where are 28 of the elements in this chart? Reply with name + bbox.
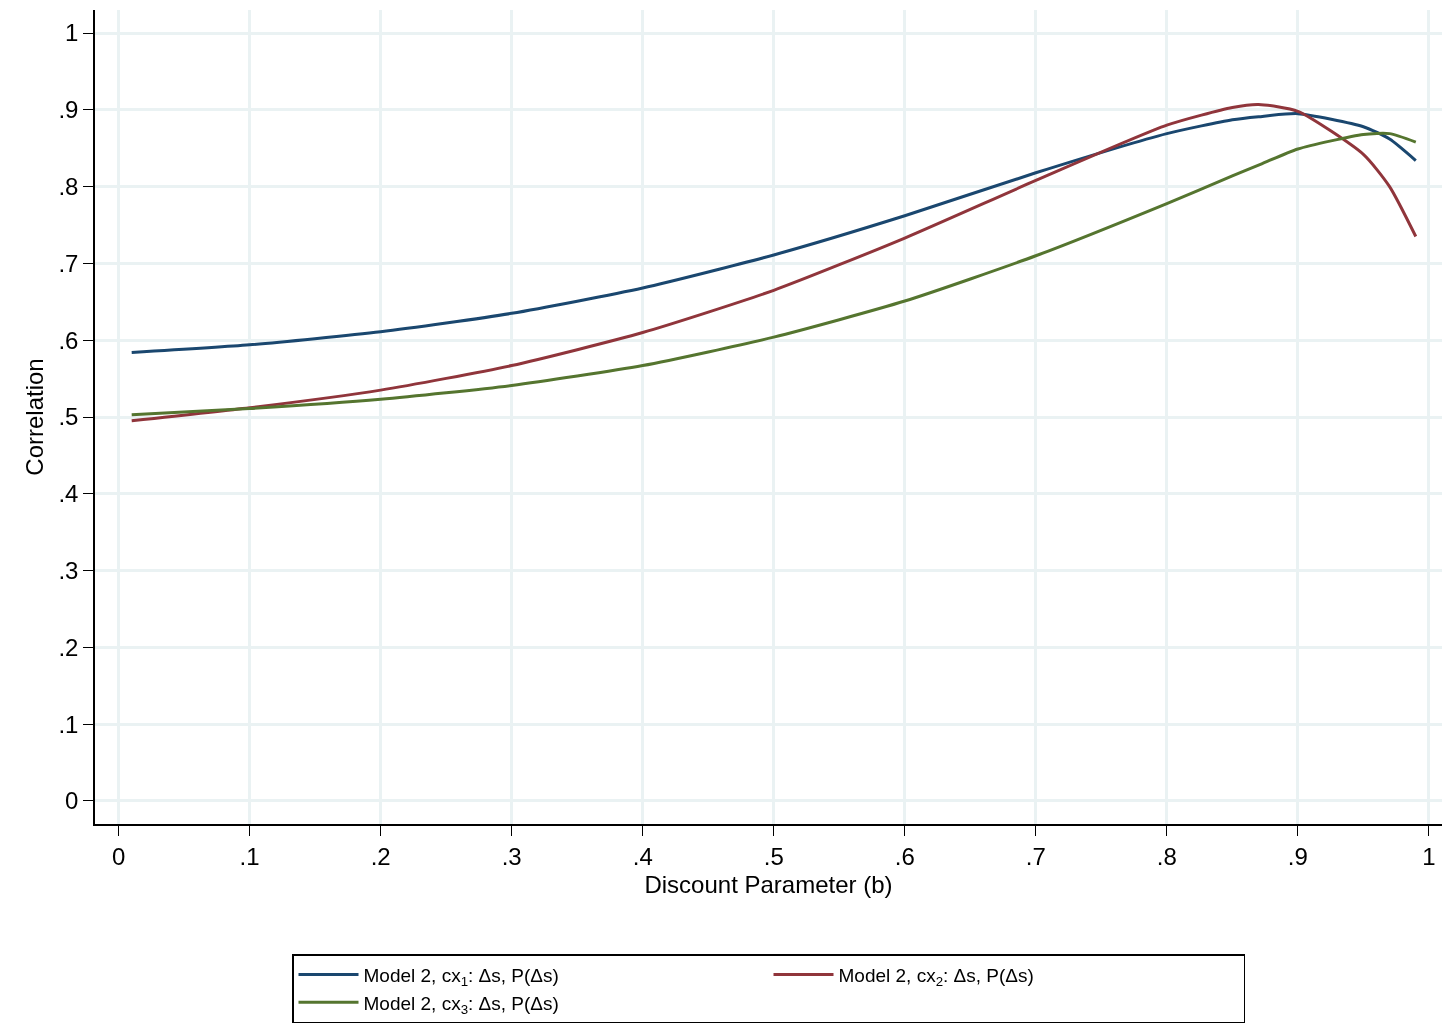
legend-label: Model 2, cx$_{2}$: Δs, P(Δs): [838, 965, 1034, 989]
x-tick-label: .6: [894, 842, 915, 870]
x-tick-label: .2: [370, 842, 391, 870]
y-tick-label: .1: [58, 710, 79, 738]
y-tick-label: 1: [65, 19, 79, 47]
y-tick-label: .9: [58, 96, 79, 124]
y-tick-label: .8: [58, 173, 79, 201]
y-tick-label: .4: [58, 480, 79, 508]
y-axis-title: Correlation: [21, 358, 49, 476]
y-tick-label: .2: [58, 633, 79, 661]
x-tick-label: .1: [239, 842, 260, 870]
y-tick-label: 0: [65, 787, 79, 815]
x-axis-title: Discount Parameter (b): [644, 871, 893, 899]
legend-label: Model 2, cx$_{1}$: Δs, P(Δs): [363, 965, 559, 989]
x-tick-label: .3: [501, 842, 522, 870]
x-tick-label: .5: [763, 842, 784, 870]
x-tick-label: .7: [1025, 842, 1046, 870]
y-tick-label: .3: [58, 556, 79, 584]
y-tick-label: .5: [58, 403, 79, 431]
line-series: [130, 112, 1418, 354]
legend-label: Model 2, cx$_{3}$: Δs, P(Δs): [363, 992, 559, 1017]
x-tick-label: .4: [632, 842, 653, 870]
x-tick-label: .8: [1156, 842, 1177, 870]
x-tick-label: .9: [1287, 842, 1308, 870]
x-tick-label: 0: [111, 842, 126, 870]
y-tick-label: .7: [58, 249, 79, 277]
x-tick-label: 1: [1422, 842, 1436, 870]
y-tick-label: .6: [58, 326, 79, 354]
